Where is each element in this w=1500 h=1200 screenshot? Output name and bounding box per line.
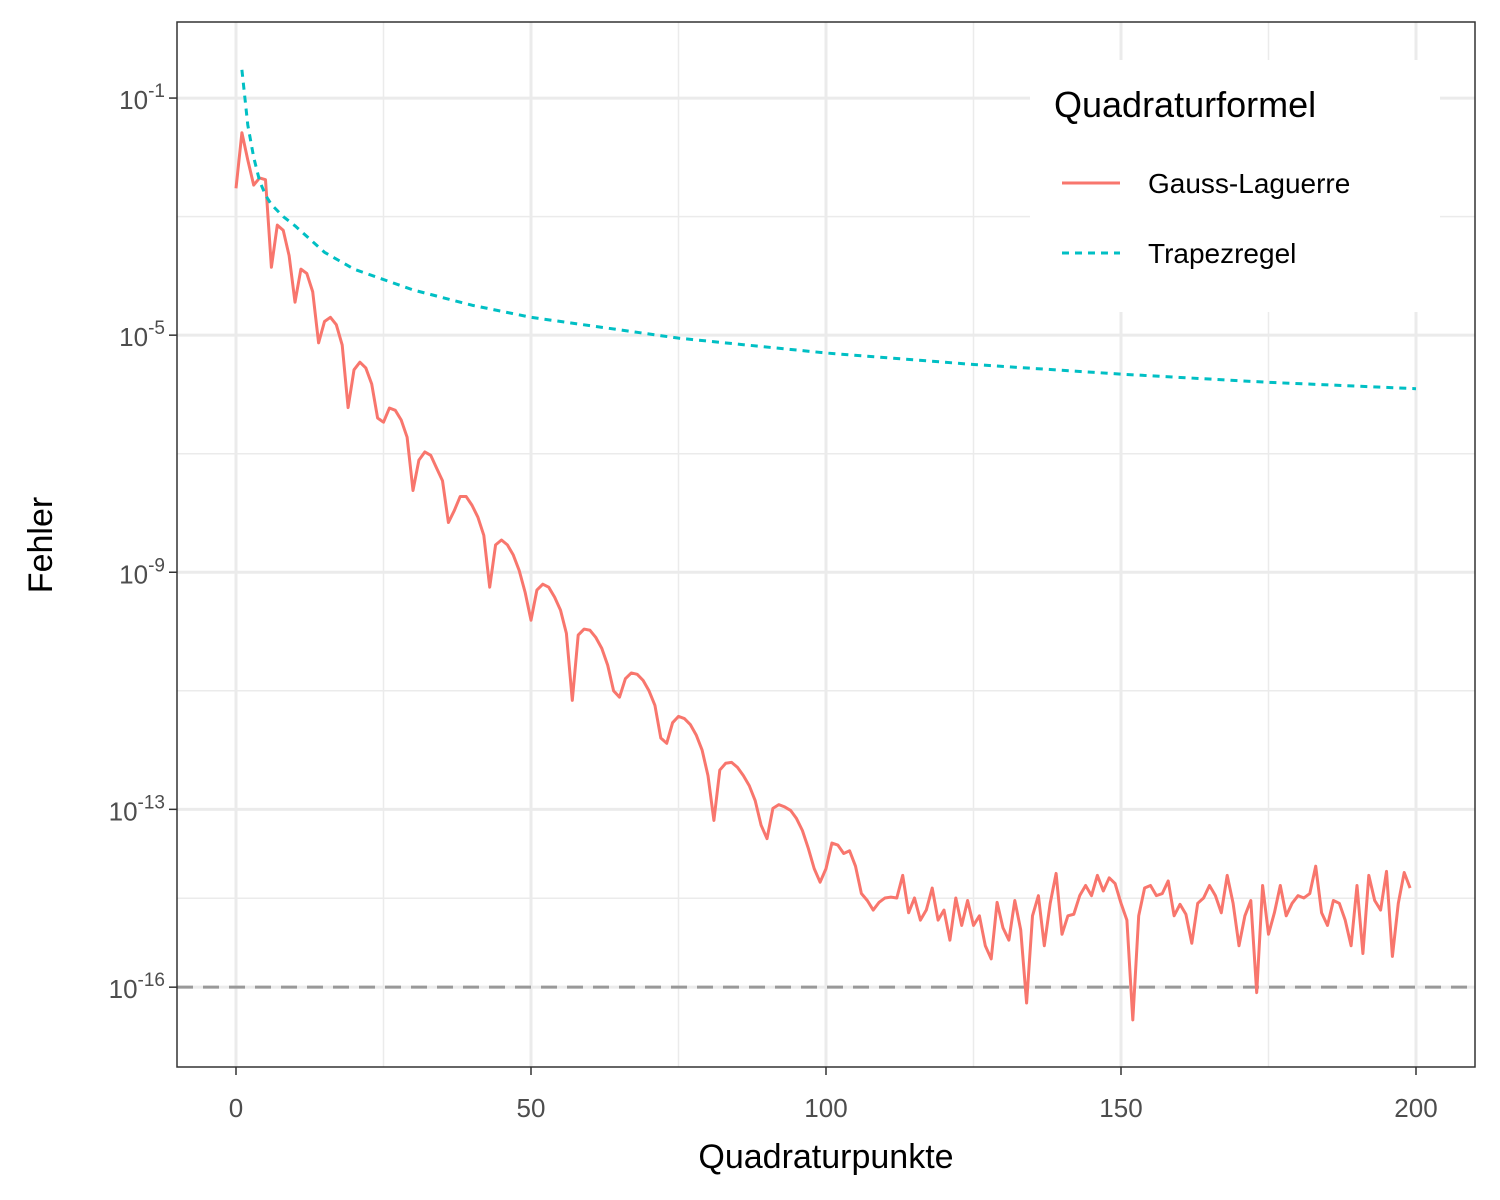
legend-label: Gauss-Laguerre [1148,168,1350,199]
y-tick-exponent: -9 [148,555,165,576]
x-tick-label: 50 [517,1093,546,1123]
y-tick-base: 10 [109,974,138,1004]
x-tick-label: 100 [804,1093,847,1123]
legend-title: Quadraturformel [1054,84,1316,125]
y-tick-label: 10-1 [119,81,165,115]
x-axis-title: Quadraturpunkte [698,1138,953,1176]
plot [177,69,1475,1022]
y-tick-exponent: -16 [138,970,165,991]
x-tick-label: 0 [229,1093,243,1123]
x-tick-label: 150 [1099,1093,1142,1123]
x-tick-label: 200 [1394,1093,1437,1123]
legend-background [1030,60,1440,312]
y-tick-label: 10-13 [109,792,165,826]
y-tick-base: 10 [119,85,148,115]
y-tick-label: 10-16 [109,970,165,1004]
y-tick-exponent: -13 [138,792,165,813]
y-tick-base: 10 [119,322,148,352]
legend-label: Trapezregel [1148,238,1296,269]
series-line [234,131,1412,1022]
legend: Quadraturformel Gauss-Laguerre Trapezrege… [1030,60,1440,312]
y-tick-base: 10 [109,796,138,826]
y-tick-label: 10-5 [119,318,165,352]
y-tick-exponent: -5 [148,318,165,339]
y-axis-title: Fehler [22,497,60,593]
y-tick-base: 10 [119,559,148,589]
y-tick-exponent: -1 [148,81,165,102]
y-tick-label: 10-9 [119,555,165,589]
series-line [240,69,1417,391]
